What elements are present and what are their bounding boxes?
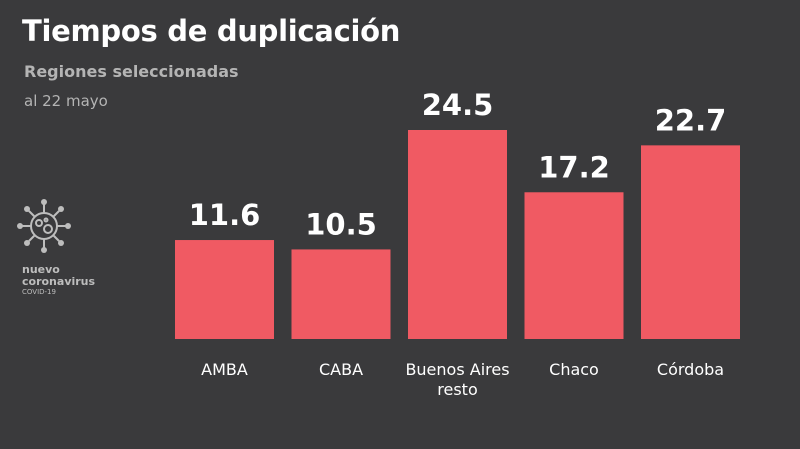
chart-title: Tiempos de duplicación [22,14,401,48]
value-label-4: 22.7 [655,103,727,137]
coronavirus-logo [12,196,112,260]
category-label-0: AMBA [201,360,248,379]
category-label-3: Chaco [549,360,599,379]
logo-line-nuevo: nuevo [22,263,60,276]
logo-line-covid: COVID-19 [22,288,56,296]
bar-1 [291,249,391,339]
category-label-4: Córdoba [657,360,724,379]
bar-4 [641,145,740,339]
value-label-3: 17.2 [538,150,610,184]
logo-line-coronavirus: coronavirus [22,275,96,288]
logo-text: nuevo coronavirus COVID-19 [22,264,95,297]
date-label: al 22 mayo [24,92,108,110]
value-label-2: 24.5 [422,88,494,122]
coronavirus-icon [17,199,71,253]
value-label-1: 10.5 [305,207,377,241]
bar-0 [175,240,274,339]
chart-subtitle: Regiones seleccionadas [24,62,239,81]
category-label-2: Buenos Aires resto [405,360,509,399]
value-label-0: 11.6 [189,198,261,232]
bar-3 [524,192,624,339]
bar-2 [408,130,507,339]
category-label-1: CABA [319,360,363,379]
